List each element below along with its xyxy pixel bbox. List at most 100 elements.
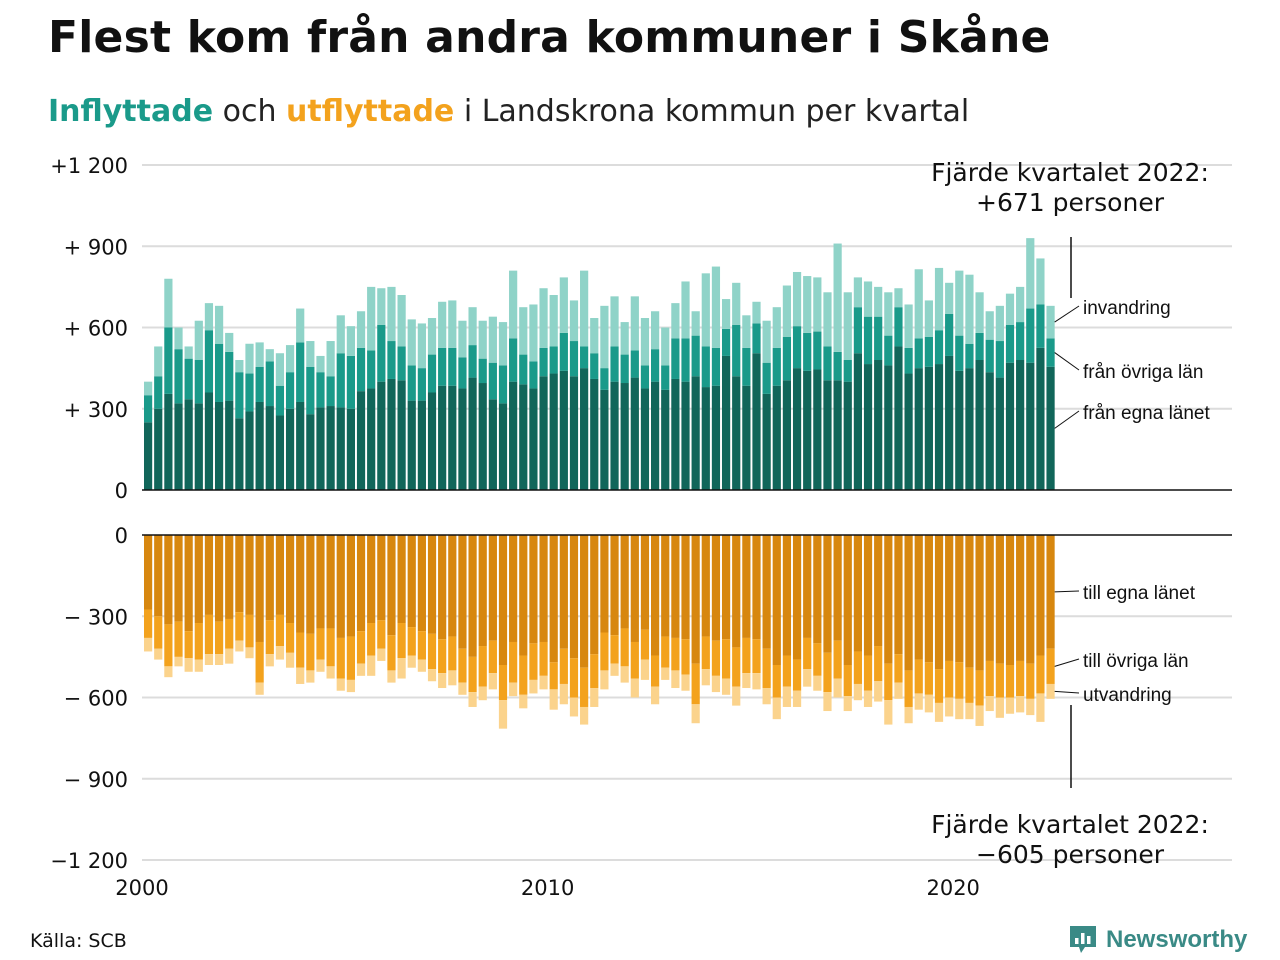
bar-segment xyxy=(863,316,873,365)
bar-segment xyxy=(711,640,721,676)
subtitle-rest: i Landskrona kommun per kvartal xyxy=(463,94,970,129)
bar-segment xyxy=(458,535,467,649)
bar-segment xyxy=(813,675,822,691)
bar-segment xyxy=(1016,696,1025,713)
bar-segment xyxy=(397,658,406,679)
bar-segment xyxy=(417,400,426,491)
bar-segment xyxy=(539,535,548,642)
bar-segment xyxy=(995,535,1004,664)
bar-segment xyxy=(792,326,802,369)
bar-segment xyxy=(458,682,467,695)
bar-segment xyxy=(265,349,274,362)
bar-segment xyxy=(863,281,873,317)
bar-segment xyxy=(255,401,264,490)
series-labels: från egna länet från övriga län invandring… xyxy=(1054,298,1210,706)
bar-segment xyxy=(620,628,629,667)
bar-segment xyxy=(326,341,335,377)
bar-segment xyxy=(164,624,173,667)
bar-segment xyxy=(559,332,568,371)
bar-segment xyxy=(762,688,771,705)
bar-segment xyxy=(1005,665,1015,698)
bar-segment xyxy=(427,535,437,634)
bar-segment xyxy=(792,368,802,490)
bar-segment xyxy=(509,381,518,490)
bar-segment xyxy=(488,316,497,363)
bar-segment xyxy=(701,387,710,490)
bar-segment xyxy=(701,636,710,670)
bar-segment xyxy=(772,697,781,720)
bar-segment xyxy=(813,277,822,332)
bar-segment xyxy=(377,324,386,382)
bar-segment xyxy=(204,614,214,655)
bar-segment xyxy=(732,376,741,490)
bar-segment xyxy=(721,639,731,679)
bar-segment xyxy=(164,327,173,394)
bar-segment xyxy=(498,535,508,665)
bar-segment xyxy=(580,535,589,668)
bar-segment xyxy=(214,535,224,622)
bar-segment xyxy=(174,535,183,622)
bar-segment xyxy=(346,679,355,693)
bar-segment xyxy=(235,360,244,373)
bar-segment xyxy=(377,535,386,621)
bar-segment xyxy=(194,320,203,360)
x-tick-label: 2000 xyxy=(115,876,168,900)
bar-segment xyxy=(397,535,406,624)
bar-segment xyxy=(529,361,538,389)
bar-segment xyxy=(985,696,994,712)
bar-segment xyxy=(823,380,832,490)
tick-labels: 0 + 300 + 600 + 900 +1 200 0 − 300 − 600 − 900 −1… xyxy=(50,154,980,900)
bar-segment xyxy=(498,322,508,366)
bar-segment xyxy=(519,354,528,385)
bar-segment xyxy=(539,376,548,490)
bar-segment xyxy=(732,686,741,706)
bar-segment xyxy=(1026,238,1035,309)
bar-segment xyxy=(894,682,903,699)
bar-segment xyxy=(914,693,923,710)
bar-segment xyxy=(691,535,700,664)
bar-segment xyxy=(975,332,984,360)
bar-segment xyxy=(509,270,518,339)
bar-segment xyxy=(1026,663,1035,699)
series-label-leader xyxy=(1054,305,1080,323)
bar-segment xyxy=(448,385,457,490)
bar-segment xyxy=(498,665,508,701)
bar-segment xyxy=(326,666,335,679)
bar-segment xyxy=(904,670,913,707)
bar-segment xyxy=(661,327,670,366)
bar-segment xyxy=(539,675,548,690)
bar-segment xyxy=(367,535,376,624)
bar-segment xyxy=(884,365,893,490)
series-label: till egna länet xyxy=(1083,583,1196,604)
y-tick-label: +1 200 xyxy=(50,154,128,178)
bar-segment xyxy=(245,614,254,648)
bar-segment xyxy=(985,372,994,490)
bar-segment xyxy=(681,381,690,490)
bar-segment xyxy=(235,640,244,652)
bar-segment xyxy=(245,343,254,374)
bar-segment xyxy=(255,366,264,402)
bar-segment xyxy=(539,288,548,348)
bar-segment xyxy=(214,654,224,665)
bar-segment xyxy=(762,320,771,363)
bar-segment xyxy=(154,535,163,617)
bar-segment xyxy=(975,535,984,671)
newsworthy-icon xyxy=(1070,926,1096,953)
bar-segment xyxy=(367,350,376,389)
bar-segment xyxy=(945,355,954,490)
bar-segment xyxy=(671,338,680,379)
bar-segment xyxy=(640,318,650,366)
bar-segment xyxy=(306,535,315,634)
bar-segment xyxy=(225,400,234,491)
bar-segment xyxy=(184,631,193,659)
bar-segment xyxy=(985,660,994,697)
bar-segment xyxy=(225,351,234,401)
bar-segment xyxy=(671,535,680,638)
bar-segment xyxy=(407,535,416,628)
bar-segment xyxy=(884,663,893,701)
bar-segment xyxy=(539,641,548,676)
bar-segment xyxy=(610,535,619,636)
bar-segment xyxy=(965,702,974,720)
bar-segment xyxy=(154,408,163,490)
bar-segment xyxy=(651,535,660,656)
